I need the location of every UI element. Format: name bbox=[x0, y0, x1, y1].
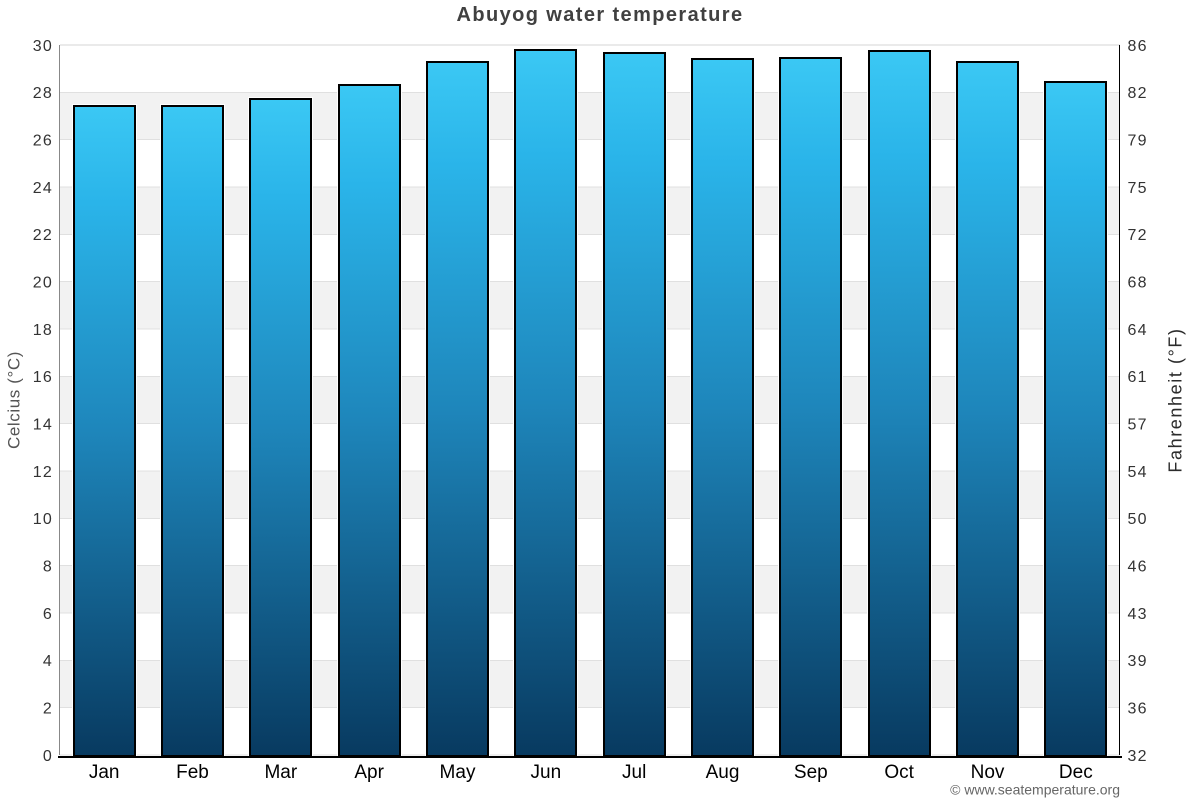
svg-text:Feb: Feb bbox=[176, 762, 209, 783]
svg-text:2: 2 bbox=[43, 700, 53, 717]
svg-text:50: 50 bbox=[1128, 511, 1148, 528]
svg-text:43: 43 bbox=[1128, 606, 1148, 623]
svg-text:26: 26 bbox=[33, 132, 53, 149]
svg-text:46: 46 bbox=[1128, 558, 1148, 575]
svg-text:8: 8 bbox=[43, 558, 53, 575]
svg-text:Jun: Jun bbox=[531, 762, 562, 783]
svg-text:Sep: Sep bbox=[794, 762, 828, 783]
svg-text:Dec: Dec bbox=[1059, 762, 1093, 783]
svg-text:Fahrenheit (°F): Fahrenheit (°F) bbox=[1166, 327, 1186, 472]
svg-text:12: 12 bbox=[33, 464, 53, 481]
svg-text:0: 0 bbox=[43, 748, 53, 765]
svg-text:16: 16 bbox=[33, 369, 53, 386]
svg-text:32: 32 bbox=[1128, 748, 1148, 765]
svg-text:36: 36 bbox=[1128, 700, 1148, 717]
svg-text:64: 64 bbox=[1128, 322, 1148, 339]
svg-text:Mar: Mar bbox=[264, 762, 297, 783]
svg-text:72: 72 bbox=[1128, 227, 1148, 244]
svg-text:86: 86 bbox=[1128, 38, 1148, 55]
svg-text:Apr: Apr bbox=[354, 762, 384, 783]
svg-text:18: 18 bbox=[33, 322, 53, 339]
svg-text:Celcius (°C): Celcius (°C) bbox=[5, 351, 24, 449]
svg-text:Abuyog water temperature: Abuyog water temperature bbox=[457, 4, 744, 26]
svg-text:79: 79 bbox=[1128, 132, 1148, 149]
svg-text:39: 39 bbox=[1128, 653, 1148, 670]
svg-text:28: 28 bbox=[33, 85, 53, 102]
svg-text:22: 22 bbox=[33, 227, 53, 244]
svg-text:30: 30 bbox=[33, 38, 53, 55]
svg-text:Oct: Oct bbox=[884, 762, 914, 783]
svg-text:24: 24 bbox=[33, 180, 53, 197]
svg-text:20: 20 bbox=[33, 274, 53, 291]
svg-text:Aug: Aug bbox=[706, 762, 740, 783]
svg-text:10: 10 bbox=[33, 511, 53, 528]
svg-text:© www.seatemperature.org: © www.seatemperature.org bbox=[950, 782, 1120, 798]
svg-text:Nov: Nov bbox=[971, 762, 1005, 783]
svg-text:4: 4 bbox=[43, 653, 53, 670]
svg-text:57: 57 bbox=[1128, 416, 1148, 433]
svg-text:14: 14 bbox=[33, 416, 53, 433]
svg-text:6: 6 bbox=[43, 606, 53, 623]
svg-text:61: 61 bbox=[1128, 369, 1148, 386]
svg-text:75: 75 bbox=[1128, 180, 1148, 197]
svg-text:Jan: Jan bbox=[89, 762, 120, 783]
svg-text:Jul: Jul bbox=[622, 762, 646, 783]
svg-text:68: 68 bbox=[1128, 274, 1148, 291]
svg-text:54: 54 bbox=[1128, 464, 1148, 481]
svg-text:May: May bbox=[440, 762, 476, 783]
svg-text:82: 82 bbox=[1128, 85, 1148, 102]
